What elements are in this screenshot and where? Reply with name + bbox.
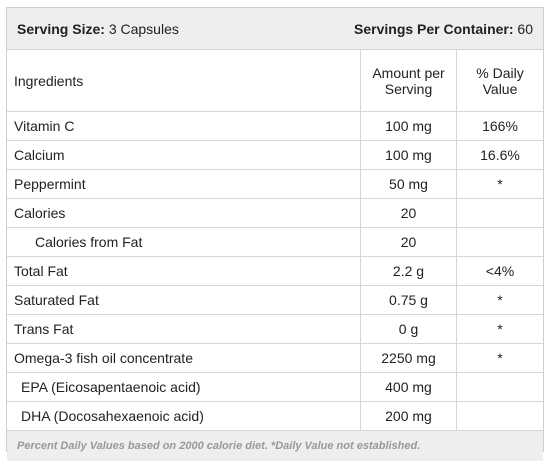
ingredient-daily-value: * bbox=[456, 169, 543, 199]
servings-value: 60 bbox=[517, 20, 533, 37]
ingredient-daily-value bbox=[456, 372, 543, 402]
ingredient-daily-value: * bbox=[456, 314, 543, 344]
amount-header-line2: Serving bbox=[384, 80, 433, 97]
ingredient-amount: 50 mg bbox=[360, 169, 457, 199]
ingredient-daily-value bbox=[456, 227, 543, 257]
ingredient-daily-value: * bbox=[456, 343, 543, 373]
table-row: Saturated Fat 0.75 g * bbox=[7, 285, 543, 315]
servings-label: Servings Per Container: bbox=[354, 20, 514, 37]
ingredient-name: Total Fat bbox=[7, 256, 361, 286]
table-row: Total Fat 2.2 g <4% bbox=[7, 256, 543, 286]
table-row: Trans Fat 0 g * bbox=[7, 314, 543, 344]
table-row: EPA (Eicosapentaenoic acid) 400 mg bbox=[7, 372, 543, 402]
table-row: Calories 20 bbox=[7, 198, 543, 228]
table-row: Calcium 100 mg 16.6% bbox=[7, 140, 543, 170]
serving-header: Serving Size: 3 Capsules Servings Per Co… bbox=[7, 8, 543, 50]
supplement-facts-panel: Serving Size: 3 Capsules Servings Per Co… bbox=[6, 7, 544, 461]
ingredient-name: Omega-3 fish oil concentrate bbox=[7, 343, 361, 373]
ingredient-daily-value: * bbox=[456, 285, 543, 315]
ingredient-name: EPA (Eicosapentaenoic acid) bbox=[7, 372, 361, 402]
ingredient-name: Calories from Fat bbox=[7, 227, 361, 257]
table-row: Omega-3 fish oil concentrate 2250 mg * bbox=[7, 343, 543, 373]
table-row: Calories from Fat 20 bbox=[7, 227, 543, 257]
serving-size-value: 3 Capsules bbox=[108, 20, 179, 37]
ingredient-amount: 20 bbox=[360, 227, 457, 257]
table-row: Vitamin C 100 mg 166% bbox=[7, 111, 543, 141]
ingredient-daily-value: 16.6% bbox=[456, 140, 543, 170]
ingredient-name: Peppermint bbox=[7, 169, 361, 199]
footnote-text: Percent Daily Values based on 2000 calor… bbox=[7, 430, 543, 461]
ingredient-amount: 0 g bbox=[360, 314, 457, 344]
column-header-amount: Amount per Serving bbox=[360, 50, 457, 112]
footnote-row: Percent Daily Values based on 2000 calor… bbox=[7, 430, 543, 461]
column-header-ingredients: Ingredients bbox=[7, 50, 361, 112]
ingredient-amount: 200 mg bbox=[360, 401, 457, 431]
ingredient-daily-value bbox=[456, 401, 543, 431]
ingredient-amount: 2.2 g bbox=[360, 256, 457, 286]
table-header-row: Ingredients Amount per Serving % Daily V… bbox=[7, 50, 543, 112]
serving-size-label: Serving Size: bbox=[17, 20, 105, 37]
ingredient-amount: 2250 mg bbox=[360, 343, 457, 373]
ingredient-amount: 100 mg bbox=[360, 140, 457, 170]
servings-per-container: Servings Per Container: 60 bbox=[354, 21, 533, 37]
ingredient-daily-value: <4% bbox=[456, 256, 543, 286]
ingredients-table: Ingredients Amount per Serving % Daily V… bbox=[7, 50, 543, 461]
table-row: DHA (Docosahexaenoic acid) 200 mg bbox=[7, 401, 543, 431]
amount-header-line1: Amount per bbox=[372, 64, 445, 81]
ingredient-name: DHA (Docosahexaenoic acid) bbox=[7, 401, 361, 431]
ingredient-name: Calcium bbox=[7, 140, 361, 170]
ingredient-amount: 20 bbox=[360, 198, 457, 228]
ingredient-name: Trans Fat bbox=[7, 314, 361, 344]
ingredient-name: Calories bbox=[7, 198, 361, 228]
ingredient-amount: 0.75 g bbox=[360, 285, 457, 315]
ingredient-amount: 400 mg bbox=[360, 372, 457, 402]
ingredient-name: Saturated Fat bbox=[7, 285, 361, 315]
ingredient-name: Vitamin C bbox=[7, 111, 361, 141]
serving-size: Serving Size: 3 Capsules bbox=[17, 21, 179, 37]
column-header-daily-value: % Daily Value bbox=[456, 50, 543, 112]
ingredient-daily-value: 166% bbox=[456, 111, 543, 141]
table-row: Peppermint 50 mg * bbox=[7, 169, 543, 199]
ingredient-amount: 100 mg bbox=[360, 111, 457, 141]
ingredient-daily-value bbox=[456, 198, 543, 228]
